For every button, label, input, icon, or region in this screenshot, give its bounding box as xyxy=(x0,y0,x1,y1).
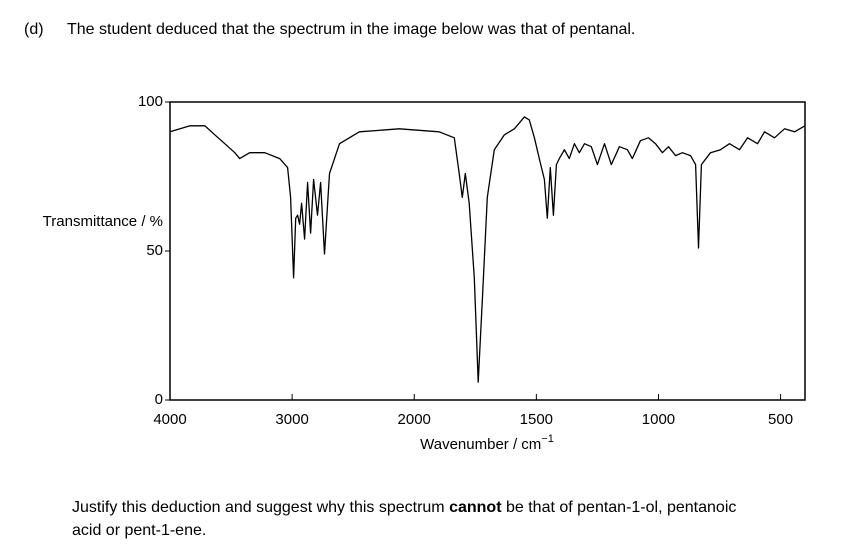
question-label: (d) xyxy=(24,21,44,38)
x-tick-label: 500 xyxy=(768,411,793,428)
x-tick-label: 1500 xyxy=(520,411,553,428)
y-axis-label: Transmittance / % xyxy=(43,213,163,230)
chart: Transmittance / % Wavenumber / cm−1 0 50 1… xyxy=(43,93,806,453)
y-tick-label: 100 xyxy=(138,93,163,110)
x-axis-label: Wavenumber / cm−1 xyxy=(420,433,554,453)
prompt-text: be that of pentan-1-ol, pentanoic acid o… xyxy=(72,499,737,539)
prompt-bold: cannot xyxy=(449,499,502,516)
x-axis-label-main: Wavenumber / cm xyxy=(420,436,541,453)
question-text: The student deduced that the spectrum in… xyxy=(67,21,636,38)
prompt: Justify this deduction and suggest why t… xyxy=(72,496,762,542)
prompt-text: Justify this deduction and suggest why t… xyxy=(72,499,450,516)
plot-frame xyxy=(169,101,806,401)
x-tick-label: 3000 xyxy=(275,411,308,428)
y-tick-label: 50 xyxy=(146,242,163,259)
x-tick-label: 4000 xyxy=(153,411,186,428)
x-tick-label: 2000 xyxy=(398,411,431,428)
x-axis-label-sup: −1 xyxy=(541,433,554,445)
x-tick-label: 1000 xyxy=(642,411,675,428)
y-tick-label: 0 xyxy=(155,391,163,408)
spectrum-line xyxy=(169,116,806,383)
